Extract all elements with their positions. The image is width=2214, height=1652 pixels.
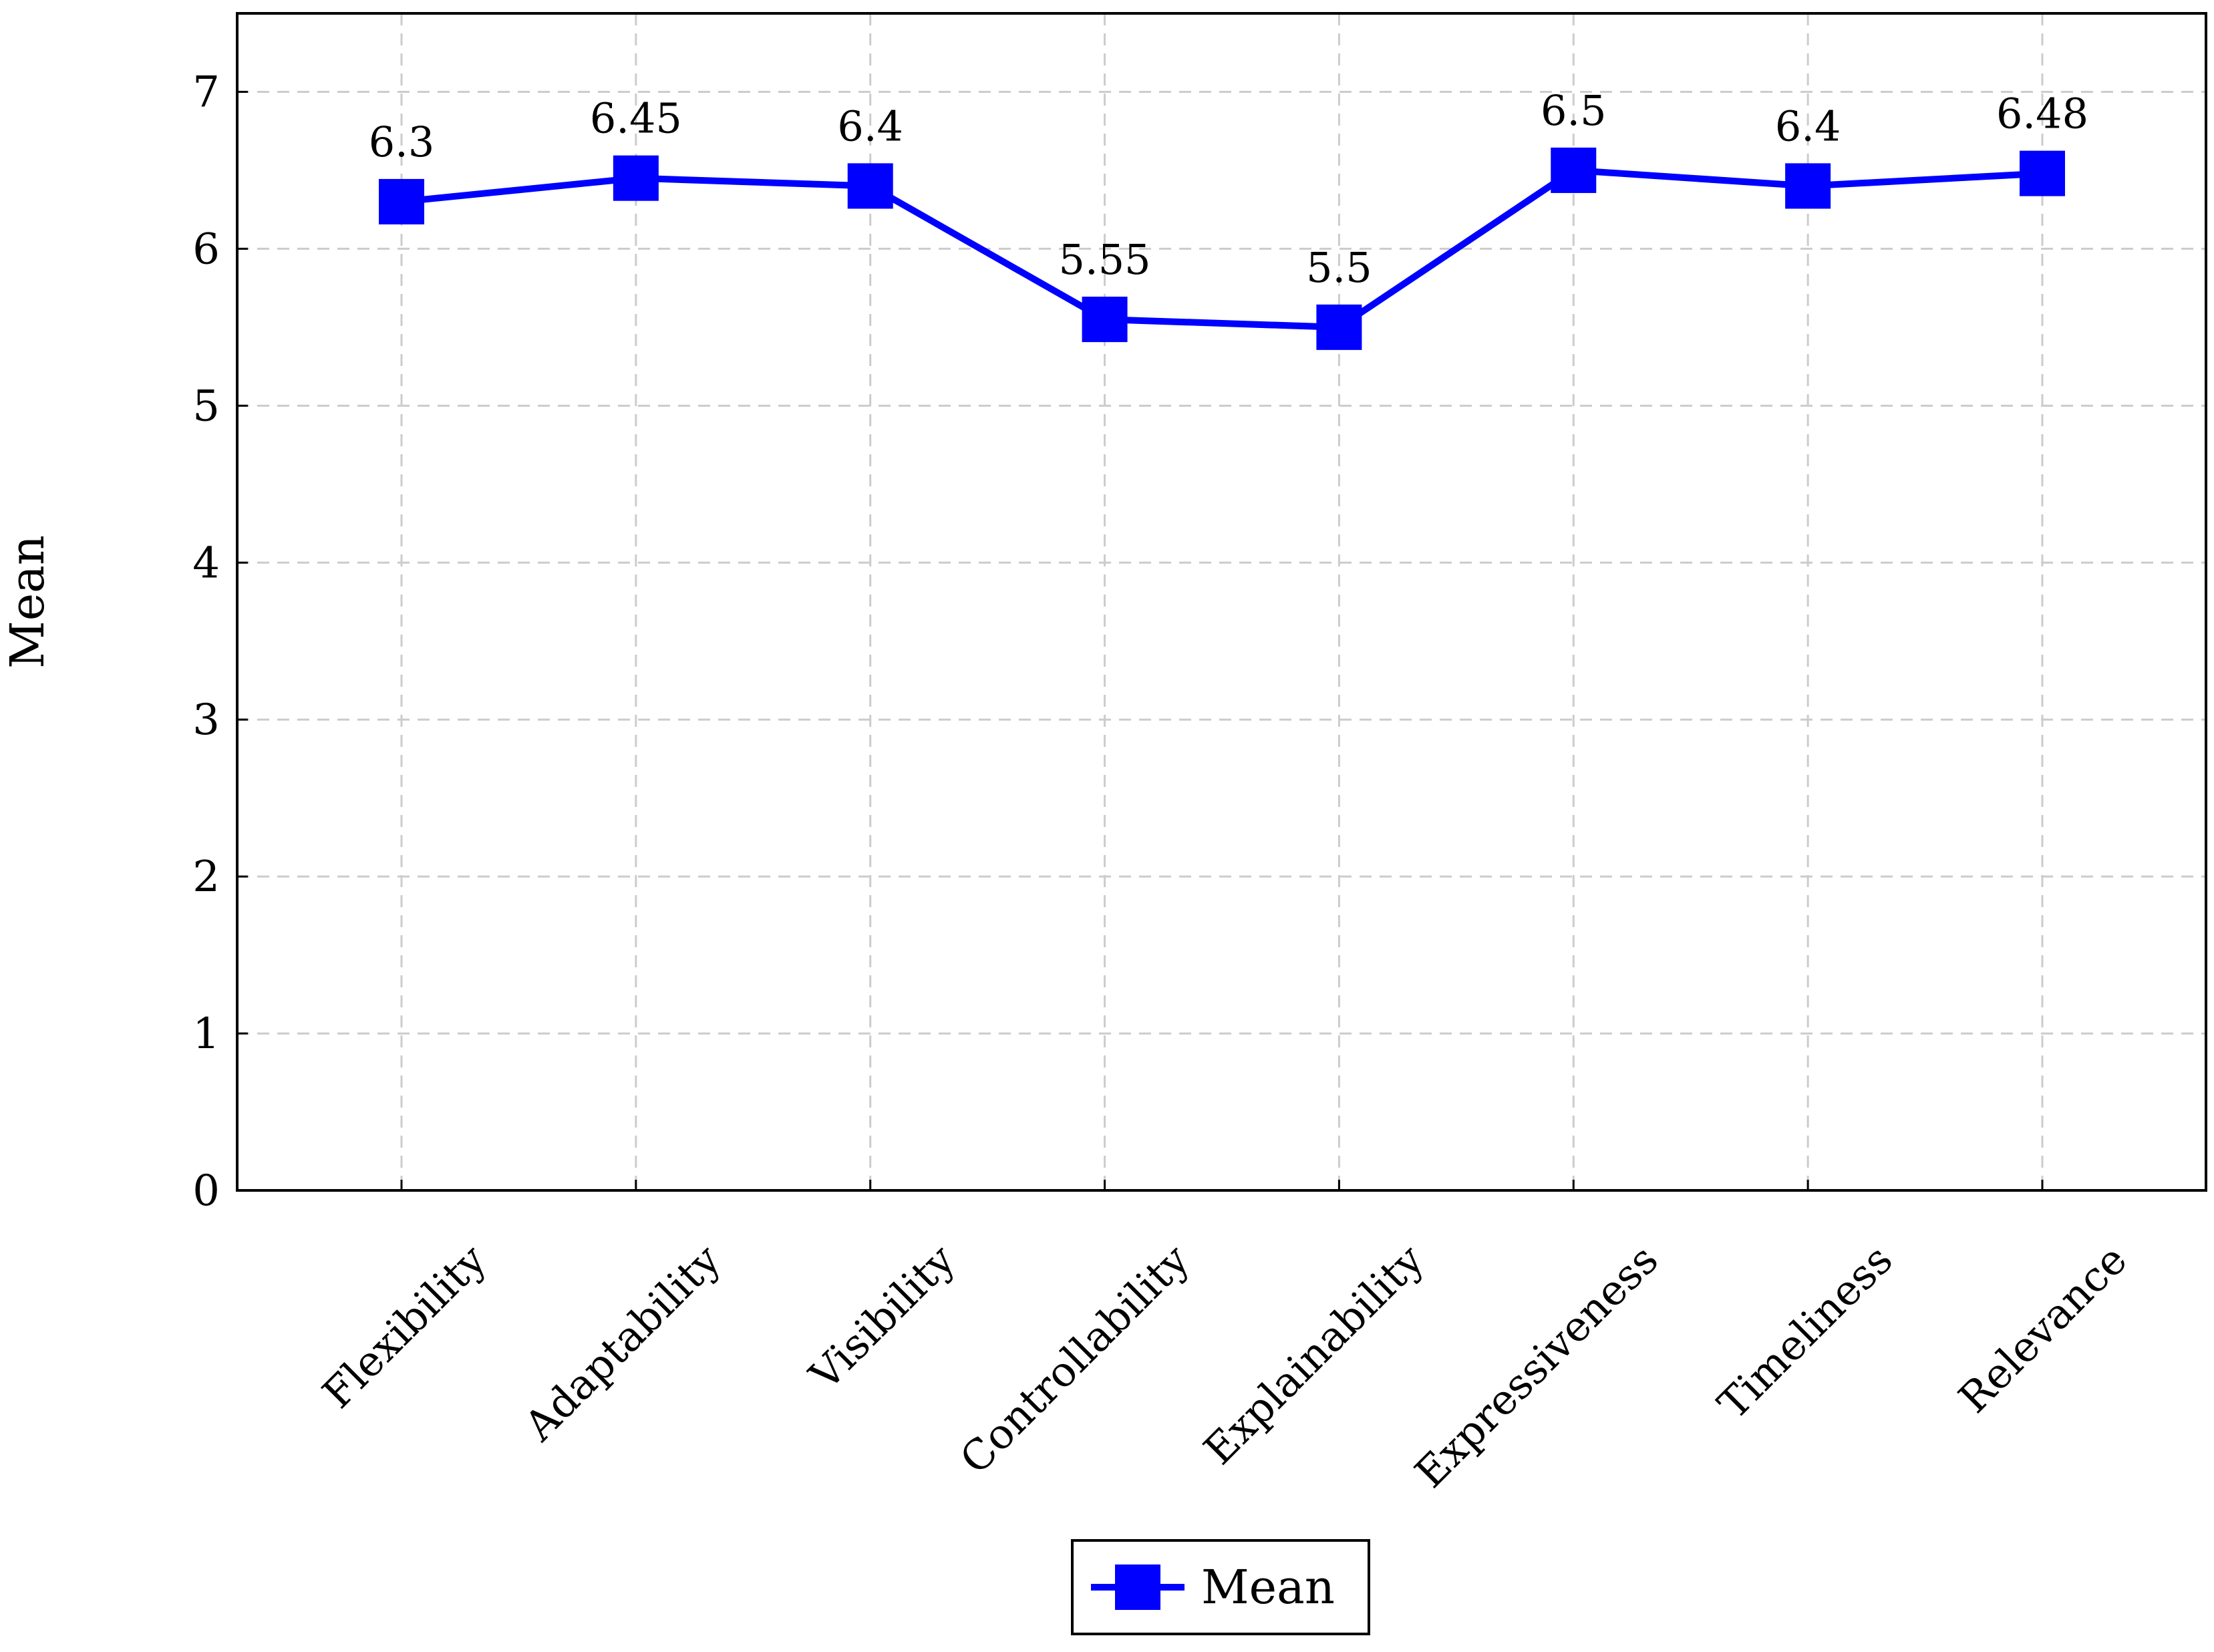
legend-label-mean: Mean bbox=[1201, 1560, 1335, 1615]
y-tick-label: 6 bbox=[192, 224, 220, 274]
data-point-marker bbox=[1551, 147, 1597, 193]
data-point-marker bbox=[1785, 163, 1831, 209]
data-label: 6.45 bbox=[590, 94, 682, 143]
x-tick-label: Explainability bbox=[1195, 1235, 1433, 1474]
grid bbox=[237, 13, 2206, 1190]
data-labels: 6.3 6.45 6.4 5.55 5.5 6.5 6.4 6.48 bbox=[369, 86, 2088, 292]
data-label: 6.5 bbox=[1541, 86, 1607, 135]
data-label: 6.3 bbox=[369, 118, 435, 166]
data-point-marker bbox=[613, 155, 659, 201]
x-tick-label: Controllability bbox=[951, 1235, 1199, 1483]
y-tick-label: 7 bbox=[192, 67, 220, 117]
x-axis-ticks: Flexibility Adaptability VisibilityControl… bbox=[313, 1180, 2137, 1497]
series-mean bbox=[401, 166, 2043, 331]
x-tick-label: Timeliness bbox=[1708, 1235, 1902, 1429]
series-line-mean bbox=[401, 166, 2043, 331]
legend: Mean bbox=[1071, 1539, 1370, 1635]
legend-square-marker bbox=[1115, 1564, 1160, 1610]
data-label: 6.4 bbox=[1775, 102, 1841, 150]
x-tick-label: Relevance bbox=[1949, 1235, 2136, 1422]
data-point-marker bbox=[847, 163, 893, 209]
data-point-marker bbox=[379, 178, 424, 224]
y-axis-label: Mean bbox=[0, 535, 55, 669]
data-point-marker bbox=[1082, 297, 1128, 343]
series-mean-markers bbox=[379, 147, 2065, 350]
data-label: 5.5 bbox=[1306, 243, 1372, 292]
y-tick-label: 4 bbox=[192, 538, 220, 588]
data-label: 5.55 bbox=[1059, 235, 1151, 284]
y-tick-label: 0 bbox=[192, 1166, 220, 1216]
x-tick-label: Adaptability bbox=[514, 1235, 730, 1451]
y-tick-label: 5 bbox=[192, 381, 220, 431]
y-axis-ticks: 0 1 2 3 4 5 6 7 bbox=[192, 67, 248, 1216]
x-tick-label: Expressiveness bbox=[1406, 1235, 1668, 1497]
data-label: 6.4 bbox=[837, 102, 903, 150]
data-label: 6.48 bbox=[1996, 90, 2088, 138]
x-tick-label: Flexibility bbox=[313, 1235, 495, 1418]
x-tick-label: Visibility bbox=[800, 1235, 964, 1399]
y-tick-label: 3 bbox=[192, 695, 220, 745]
data-point-marker bbox=[2020, 150, 2065, 196]
plot-area-frame bbox=[236, 12, 2207, 1192]
data-point-marker bbox=[1316, 304, 1362, 350]
y-tick-label: 1 bbox=[192, 1009, 220, 1059]
y-tick-label: 2 bbox=[192, 852, 220, 902]
